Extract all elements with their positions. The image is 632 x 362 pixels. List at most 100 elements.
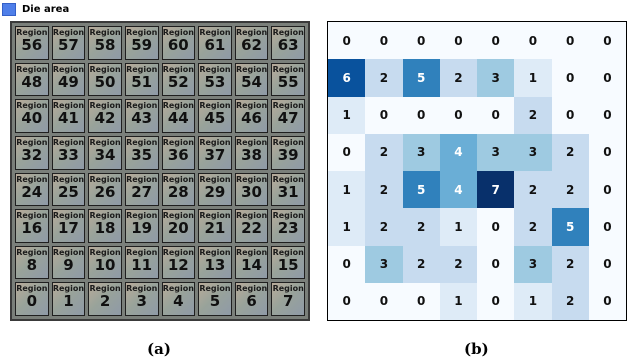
- region-number: 36: [167, 145, 189, 164]
- heatmap-cell: 0: [588, 208, 626, 246]
- die-region: Region 50: [88, 62, 122, 97]
- heatmap-cell: 0: [551, 22, 589, 60]
- heatmap-cell: 0: [477, 96, 515, 134]
- legend-label: Die area: [22, 3, 70, 15]
- region-number: 56: [21, 36, 43, 54]
- region-number: 13: [204, 255, 226, 274]
- region-word: Region: [126, 28, 158, 37]
- region-number: 30: [241, 182, 262, 201]
- heatmap-cell: 2: [551, 171, 589, 209]
- region-word: Region: [89, 174, 121, 184]
- die-region: Region 25: [51, 172, 86, 207]
- die-region: Region 63: [271, 26, 305, 60]
- heatmap-cell: 5: [551, 208, 589, 246]
- die-region: Region 36: [161, 135, 196, 170]
- die-region: Region 44: [161, 99, 196, 133]
- region-number: 40: [21, 109, 43, 128]
- heatmap-cell: 0: [477, 22, 515, 60]
- heatmap-cell: 1: [514, 59, 552, 97]
- die-region: Region 51: [124, 62, 159, 97]
- die-region: Region 13: [198, 245, 232, 280]
- region-number: 23: [277, 219, 299, 238]
- die-region: Region 1: [51, 282, 86, 316]
- region-word: Region: [16, 211, 48, 221]
- region-number: 41: [58, 109, 79, 128]
- heatmap-cell: 0: [328, 282, 366, 320]
- die-region: Region 54: [234, 62, 269, 97]
- heatmap-cell: 0: [328, 245, 366, 283]
- region-number: 3: [136, 292, 147, 311]
- heatmap-cell: 3: [365, 245, 403, 283]
- region-word: Region: [89, 137, 121, 147]
- region-number: 47: [277, 109, 299, 128]
- region-number: 58: [94, 36, 116, 54]
- region-number: 53: [204, 72, 226, 91]
- region-word: Region: [89, 64, 121, 74]
- region-number: 1: [63, 292, 74, 311]
- region-word: Region: [126, 137, 158, 147]
- region-number: 9: [63, 255, 74, 274]
- region-number: 63: [277, 36, 299, 54]
- region-word: Region: [272, 137, 304, 147]
- heatmap-cell: 0: [328, 22, 366, 60]
- die-region: Region 62: [234, 26, 269, 60]
- region-word: Region: [199, 28, 231, 37]
- region-number: 32: [21, 145, 43, 164]
- region-word: Region: [272, 28, 304, 37]
- die-region: Region 38: [234, 135, 269, 170]
- region-word: Region: [16, 28, 48, 37]
- die-region: Region 57: [51, 26, 86, 60]
- region-word: Region: [52, 137, 85, 147]
- region-number: 54: [241, 72, 262, 91]
- die-region: Region 47: [271, 99, 305, 133]
- region-word: Region: [235, 174, 268, 184]
- region-number: 8: [26, 255, 38, 274]
- region-word: Region: [162, 284, 194, 294]
- die-region: Region 12: [161, 245, 196, 280]
- region-number: 5: [209, 292, 221, 311]
- region-number: 35: [131, 145, 153, 164]
- region-word: Region: [52, 174, 85, 184]
- heatmap-cell: 4: [439, 171, 477, 209]
- heatmap-cell: 0: [551, 59, 589, 97]
- region-word: Region: [52, 211, 85, 221]
- heatmap-cell: 2: [514, 171, 552, 209]
- region-number: 52: [167, 72, 189, 91]
- region-word: Region: [52, 284, 85, 294]
- region-word: Region: [199, 247, 231, 257]
- region-number: 2: [99, 292, 111, 311]
- region-number: 16: [21, 219, 43, 238]
- die-region: Region 2: [88, 282, 122, 316]
- die-region: Region 29: [198, 172, 232, 207]
- region-number: 15: [277, 255, 299, 274]
- region-number: 20: [167, 219, 189, 238]
- region-word: Region: [272, 174, 304, 184]
- die-region: Region 22: [234, 209, 269, 243]
- region-number: 21: [204, 219, 226, 238]
- heatmap-cell: 0: [588, 22, 626, 60]
- region-number: 31: [277, 182, 299, 201]
- heatmap-cell: 0: [402, 96, 440, 134]
- heatmap-cell: 0: [402, 282, 440, 320]
- region-word: Region: [235, 101, 268, 111]
- region-number: 28: [167, 182, 189, 201]
- heatmap-cell: 2: [439, 245, 477, 283]
- heatmap-cell: 2: [551, 245, 589, 283]
- die-region: Region 9: [51, 245, 86, 280]
- region-number: 55: [277, 72, 299, 91]
- die-region: Region 10: [88, 245, 122, 280]
- caption-b: (b): [464, 340, 489, 358]
- heatmap-cell: 2: [439, 59, 477, 97]
- region-word: Region: [199, 211, 231, 221]
- die-region: Region 58: [88, 26, 122, 60]
- heatmap-cell: 3: [514, 133, 552, 171]
- region-word: Region: [272, 101, 304, 111]
- legend-swatch: [2, 2, 16, 16]
- region-word: Region: [126, 211, 158, 221]
- die-region: Region 11: [124, 245, 159, 280]
- heatmap-cell: 6: [328, 59, 366, 97]
- heatmap-cell: 0: [365, 96, 403, 134]
- heatmap-cell: 2: [365, 208, 403, 246]
- region-number: 43: [131, 109, 153, 128]
- die-region: Region 15: [271, 245, 305, 280]
